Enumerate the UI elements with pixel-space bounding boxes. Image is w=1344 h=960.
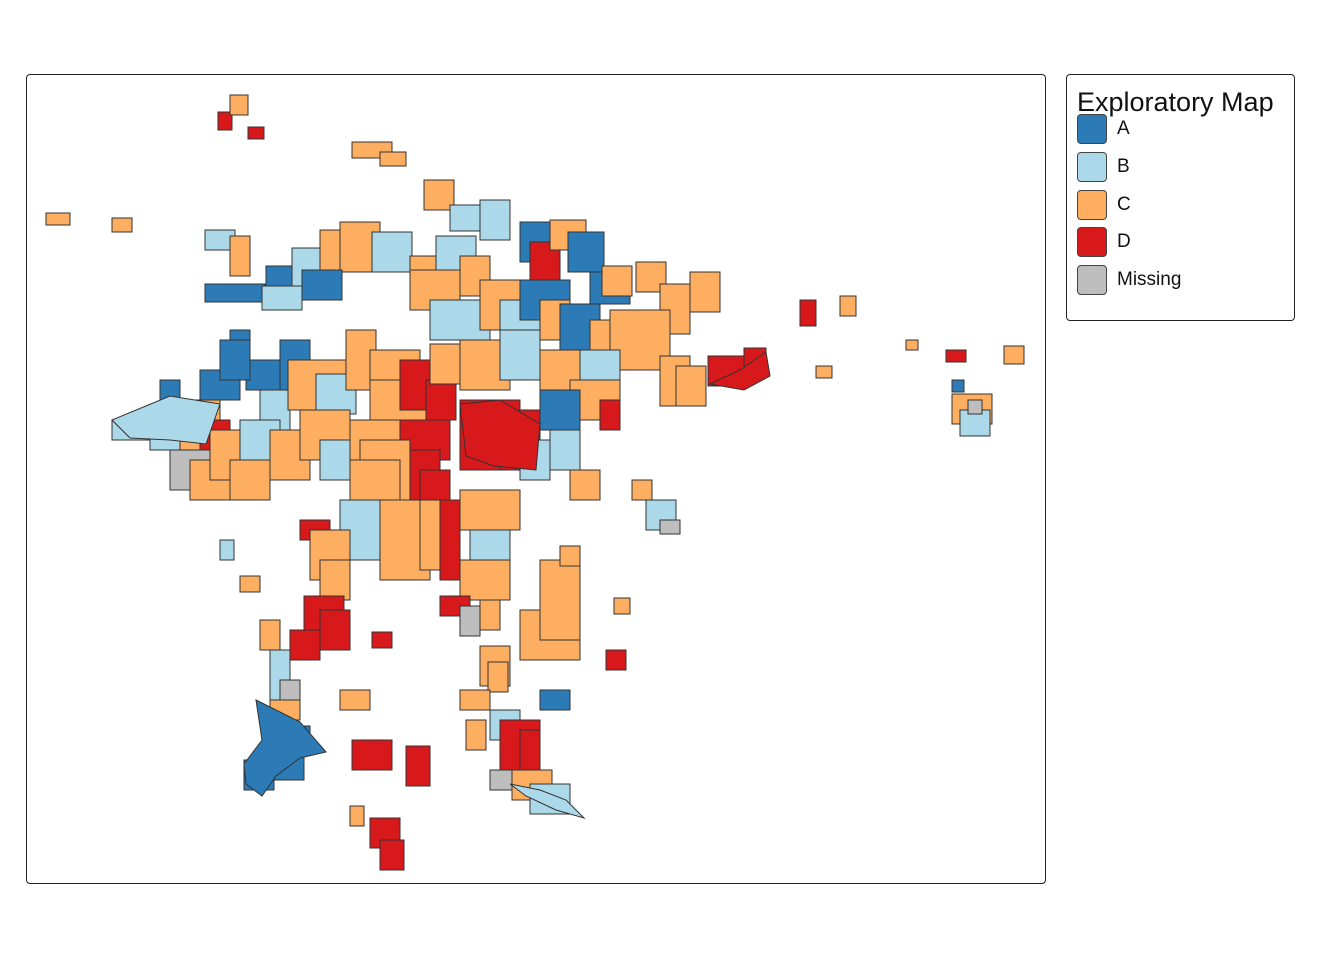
map-district-a[interactable] — [243, 699, 327, 797]
map-district[interactable] — [319, 439, 351, 481]
map-district[interactable] — [204, 283, 266, 303]
map-district[interactable] — [951, 379, 965, 393]
map-district[interactable] — [289, 629, 321, 661]
legend-item-b: B — [1077, 150, 1130, 184]
legend-label-a: A — [1117, 118, 1130, 139]
map-district[interactable] — [905, 339, 919, 351]
legend-swatch-a — [1077, 114, 1107, 144]
map-district[interactable] — [799, 299, 817, 327]
map-district[interactable] — [459, 689, 491, 711]
map-district[interactable] — [539, 689, 571, 711]
map-district[interactable] — [259, 619, 281, 651]
map-district[interactable] — [111, 217, 133, 233]
map-district[interactable] — [487, 661, 509, 693]
map-district[interactable] — [459, 489, 521, 531]
map-district[interactable] — [219, 539, 235, 561]
map-district[interactable] — [519, 729, 541, 771]
map-district-b[interactable] — [509, 783, 586, 820]
map-district[interactable] — [239, 575, 261, 593]
map-district[interactable] — [567, 231, 605, 273]
map-district[interactable] — [379, 151, 407, 167]
map-district[interactable] — [539, 559, 581, 641]
map-district[interactable] — [613, 597, 631, 615]
map-district[interactable] — [449, 204, 481, 232]
map-district[interactable] — [405, 745, 431, 787]
map-district[interactable] — [247, 126, 265, 140]
map-district[interactable] — [459, 559, 511, 601]
map-district[interactable] — [459, 605, 481, 637]
map-district[interactable] — [815, 365, 833, 379]
legend-title: Exploratory Map — [1077, 87, 1274, 117]
map-district[interactable] — [219, 339, 251, 381]
map-district[interactable] — [339, 689, 371, 711]
map-district[interactable] — [601, 265, 633, 297]
map-district[interactable] — [549, 429, 581, 471]
legend-swatch-d — [1077, 227, 1107, 257]
map-district[interactable] — [539, 389, 581, 431]
legend-label-c: C — [1117, 194, 1131, 215]
legend: Exploratory Map A B C D Missing — [1066, 74, 1295, 321]
map-district[interactable] — [465, 719, 487, 751]
map-district-b[interactable] — [111, 395, 221, 445]
legend-item-c: C — [1077, 188, 1131, 222]
map-district[interactable] — [839, 295, 857, 317]
map-district[interactable] — [351, 739, 393, 771]
map-district[interactable] — [261, 285, 303, 311]
map-district[interactable] — [229, 235, 251, 277]
legend-swatch-b — [1077, 152, 1107, 182]
legend-label-b: B — [1117, 156, 1130, 177]
map-district[interactable] — [689, 271, 721, 313]
map-district[interactable] — [217, 111, 233, 131]
map-district[interactable] — [319, 559, 351, 601]
map-district[interactable] — [229, 94, 249, 116]
map-district[interactable] — [379, 839, 405, 871]
map-district[interactable] — [659, 519, 681, 535]
map-district[interactable] — [425, 379, 457, 421]
map-district[interactable] — [479, 599, 501, 631]
legend-item-d: D — [1077, 225, 1131, 259]
map-district[interactable] — [569, 469, 601, 501]
map-district[interactable] — [371, 631, 393, 649]
map-district[interactable] — [319, 609, 351, 651]
map-district[interactable] — [349, 805, 365, 827]
map-district[interactable] — [45, 212, 71, 226]
map-district[interactable] — [599, 399, 621, 431]
map-district[interactable] — [967, 399, 983, 415]
legend-item-a: A — [1077, 112, 1130, 146]
legend-swatch-missing — [1077, 265, 1107, 295]
map-district[interactable] — [423, 179, 455, 211]
map-district[interactable] — [1003, 345, 1025, 365]
map-district[interactable] — [499, 329, 541, 381]
map-district[interactable] — [631, 479, 653, 501]
map-district[interactable] — [675, 365, 707, 407]
map-district[interactable] — [945, 349, 967, 363]
map-district[interactable] — [439, 499, 461, 581]
map-district[interactable] — [371, 231, 413, 273]
legend-swatch-c — [1077, 190, 1107, 220]
legend-item-missing: Missing — [1077, 263, 1181, 297]
map-district-d[interactable] — [459, 399, 541, 471]
map-district[interactable] — [301, 269, 343, 301]
legend-label-d: D — [1117, 231, 1131, 252]
map-district[interactable] — [605, 649, 627, 671]
map-district[interactable] — [479, 199, 511, 241]
map-district-d[interactable] — [708, 351, 771, 391]
map-district[interactable] — [229, 459, 271, 501]
map-district[interactable] — [559, 545, 581, 567]
legend-label-missing: Missing — [1117, 269, 1182, 290]
